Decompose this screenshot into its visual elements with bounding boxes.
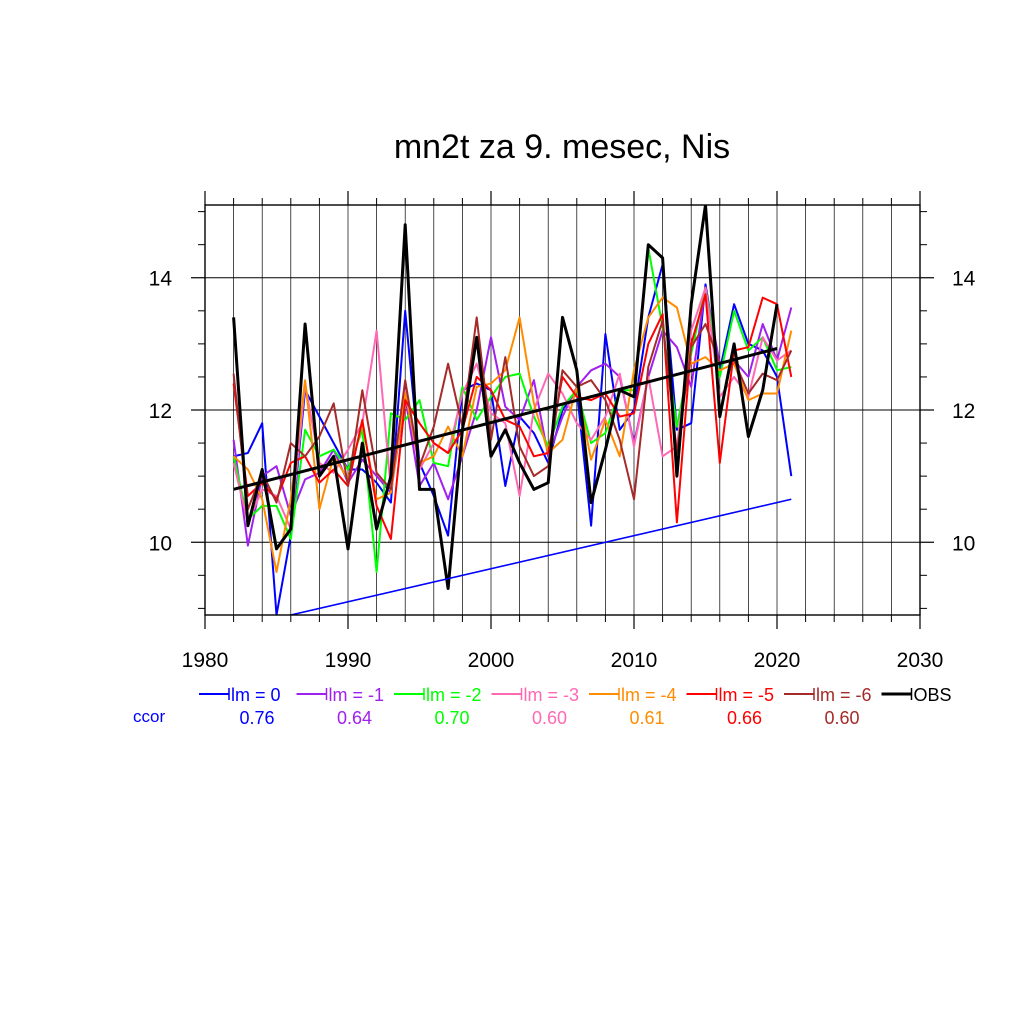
y-tick-label-left: 10 — [149, 532, 172, 555]
y-tick-label-left: 14 — [149, 268, 173, 291]
series-line-lm-6 — [232, 316, 793, 511]
series-line-obs — [232, 205, 779, 590]
axis-labels: 1980 1990 2000 2010 2020 2030 10 10 12 12 14 14 — [149, 268, 976, 672]
chart-title: mn2t za 9. mesec, Nis — [394, 128, 730, 166]
x-tick-label: 2010 — [611, 649, 658, 672]
trend-line-1 — [287, 498, 792, 615]
plot-frame — [204, 204, 921, 616]
legend-label: lm = -4 — [621, 685, 677, 705]
x-tick-label: 1990 — [325, 649, 372, 672]
y-tick-label-left: 12 — [149, 400, 172, 423]
legend-ccor-value: 0.66 — [727, 708, 762, 728]
legend-ccor-value: 0.60 — [532, 708, 567, 728]
legend: lm = 0 0.76 lm = -1 0.64 lm = -2 0.70 lm = -3 0… — [199, 685, 952, 728]
axis-ticks — [191, 191, 934, 629]
ccor-label: ccor — [133, 707, 165, 726]
legend-ccor-value: 0.64 — [337, 708, 372, 728]
y-tick-label-right: 14 — [952, 268, 976, 291]
legend-ccor-value: 0.61 — [629, 708, 664, 728]
x-tick-label: 2030 — [897, 649, 944, 672]
series-line-lm-5 — [232, 293, 793, 540]
legend-ccor-value: 0.70 — [434, 708, 469, 728]
legend-label: lm = -1 — [329, 685, 385, 705]
x-tick-label: 2020 — [754, 649, 801, 672]
legend-label: lm = -2 — [426, 685, 482, 705]
y-tick-label-right: 12 — [952, 400, 975, 423]
legend-label: lm = -6 — [816, 685, 872, 705]
series-line-lm-0 — [233, 263, 793, 615]
series-lines — [232, 205, 793, 615]
series-line-lm-4 — [232, 296, 793, 573]
legend-ccor-value: 0.60 — [824, 708, 859, 728]
x-tick-label: 1980 — [182, 649, 229, 672]
legend-label: lm = -3 — [524, 685, 580, 705]
legend-label: lm = -5 — [719, 685, 775, 705]
legend-label: lm = 0 — [231, 685, 281, 705]
trend-line-0 — [233, 347, 778, 491]
legend-label: OBS — [914, 685, 952, 705]
y-tick-label-right: 10 — [952, 532, 975, 555]
legend-ccor-value: 0.76 — [239, 708, 274, 728]
x-tick-label: 2000 — [468, 649, 515, 672]
